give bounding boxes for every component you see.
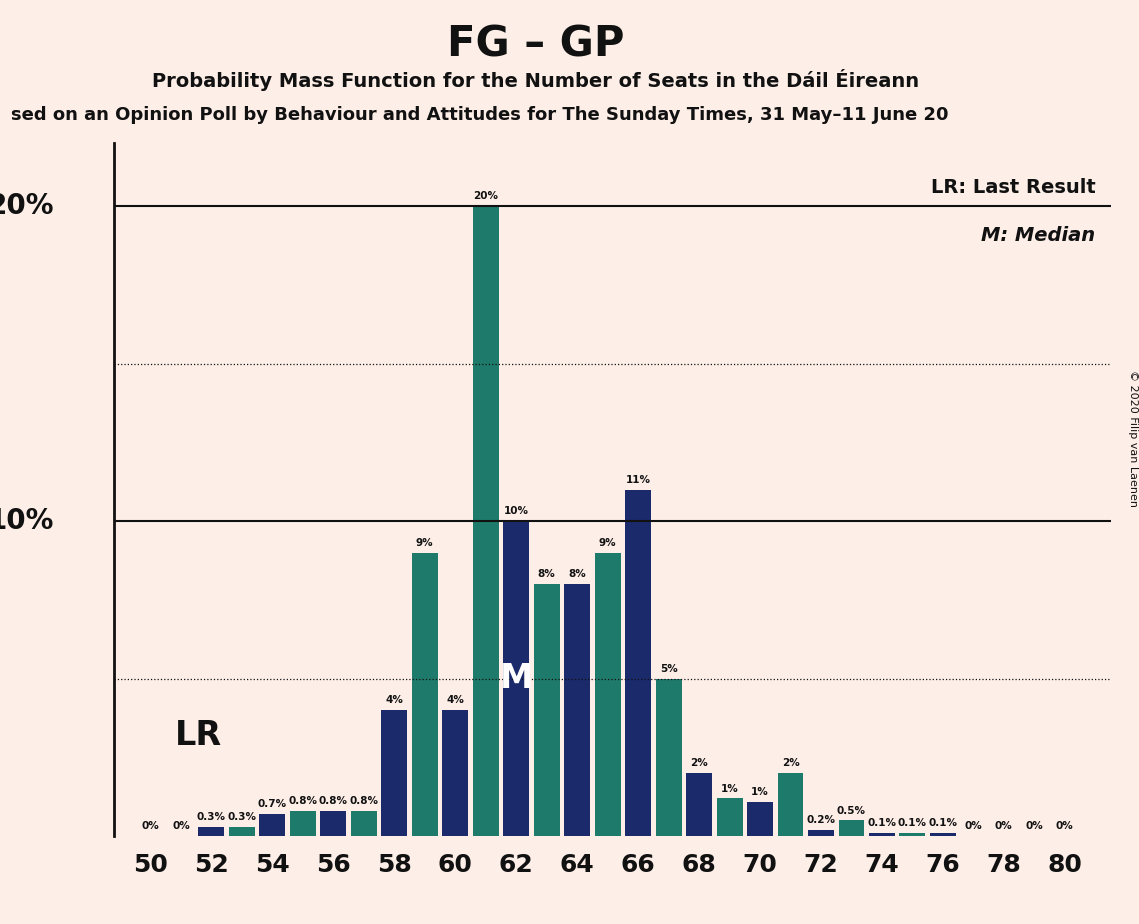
Text: sed on an Opinion Poll by Behaviour and Attitudes for The Sunday Times, 31 May–1: sed on an Opinion Poll by Behaviour and … [11, 106, 949, 124]
Text: 0.1%: 0.1% [898, 819, 927, 828]
Text: 10%: 10% [0, 507, 55, 535]
Bar [473, 206, 499, 836]
Text: 0.7%: 0.7% [257, 799, 287, 809]
Bar [656, 679, 681, 836]
Text: FG – GP: FG – GP [446, 23, 624, 65]
Text: LR: LR [175, 719, 222, 752]
Text: 0.8%: 0.8% [288, 796, 318, 807]
Bar [320, 811, 346, 836]
Text: LR: Last Result: LR: Last Result [931, 177, 1096, 197]
Bar [778, 773, 803, 836]
Text: 4%: 4% [446, 696, 465, 706]
Text: 0.1%: 0.1% [868, 819, 896, 828]
Bar [229, 827, 255, 836]
Text: 0%: 0% [141, 821, 159, 832]
Bar [929, 833, 956, 836]
Bar [351, 811, 377, 836]
Text: 0.3%: 0.3% [228, 812, 256, 822]
Text: 20%: 20% [0, 192, 55, 220]
Text: 1%: 1% [751, 787, 769, 796]
Text: 2%: 2% [781, 759, 800, 769]
Text: 11%: 11% [625, 475, 650, 485]
Bar [686, 773, 712, 836]
Text: 4%: 4% [385, 696, 403, 706]
Bar [290, 811, 316, 836]
Text: 5%: 5% [659, 664, 678, 674]
Bar [869, 833, 895, 836]
Text: 20%: 20% [473, 191, 498, 201]
Bar [595, 553, 621, 836]
Text: 10%: 10% [503, 506, 528, 517]
Text: 0.8%: 0.8% [319, 796, 347, 807]
Bar [625, 490, 652, 836]
Bar [747, 802, 773, 836]
Bar [564, 584, 590, 836]
Text: © 2020 Filip van Laenen: © 2020 Filip van Laenen [1129, 370, 1138, 506]
Text: 1%: 1% [721, 784, 738, 794]
Bar [900, 833, 925, 836]
Bar [198, 827, 224, 836]
Bar [412, 553, 437, 836]
Text: 8%: 8% [568, 569, 587, 579]
Bar [260, 814, 286, 836]
Text: M: Median: M: Median [982, 226, 1096, 246]
Text: 0.5%: 0.5% [837, 806, 866, 816]
Bar [838, 821, 865, 836]
Text: 0%: 0% [1025, 821, 1043, 832]
Text: 8%: 8% [538, 569, 556, 579]
Text: 0%: 0% [995, 821, 1013, 832]
Text: 0.3%: 0.3% [197, 812, 226, 822]
Bar [503, 521, 530, 836]
Text: 0.2%: 0.2% [806, 815, 836, 825]
Text: 0.1%: 0.1% [928, 819, 958, 828]
Text: 9%: 9% [599, 538, 616, 548]
Text: 0%: 0% [172, 821, 190, 832]
Text: 0%: 0% [1056, 821, 1074, 832]
Bar [808, 830, 834, 836]
Text: 0.8%: 0.8% [350, 796, 378, 807]
Text: 2%: 2% [690, 759, 708, 769]
Bar [716, 798, 743, 836]
Text: 0%: 0% [965, 821, 982, 832]
Text: 9%: 9% [416, 538, 434, 548]
Bar [442, 711, 468, 836]
Text: Probability Mass Function for the Number of Seats in the Dáil Éireann: Probability Mass Function for the Number… [151, 69, 919, 91]
Bar [534, 584, 559, 836]
Bar [382, 711, 408, 836]
Text: M: M [500, 663, 533, 695]
